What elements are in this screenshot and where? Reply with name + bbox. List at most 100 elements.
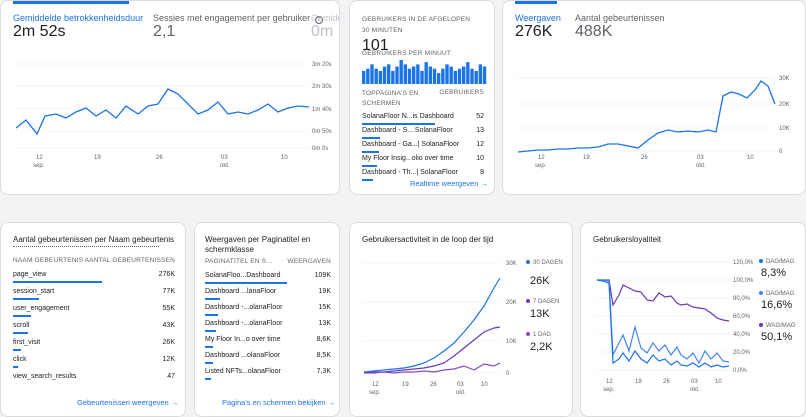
y-tick: 120,0%	[733, 260, 754, 266]
row-label: Dashboard -...olanaFloor	[205, 304, 283, 311]
table-row[interactable]: Dashboard -...olanaFloor 15K	[205, 302, 331, 316]
views-card: Weergaven 276K Aantal gebeurtenissen 488…	[502, 0, 806, 195]
per-minute-bar	[432, 68, 437, 84]
user-activity-title: Gebruikersactiviteit in de loop der tijd	[362, 235, 494, 244]
per-minute-bar	[441, 68, 445, 84]
engagement-card: Gemiddelde betrokkenheidsduur 2m 52s Ses…	[0, 0, 340, 195]
x-sub: okt.	[220, 163, 230, 169]
pages-title: Weergaven per Paginatitel en schermklass…	[205, 235, 311, 254]
tab-event-count[interactable]: Aantal gebeurtenissen	[575, 13, 665, 23]
table-row[interactable]: Listed NFTs...olanaFloor 7,3K	[205, 366, 331, 380]
legend-label: 30 DAGEN	[526, 259, 566, 267]
row-value: 13	[476, 127, 484, 134]
table-row[interactable]: first_visit 26K	[13, 337, 175, 351]
row-label: Dashboard ...olanaFloor	[205, 352, 281, 359]
per-minute-bar	[462, 66, 466, 84]
row-value: 26K	[162, 339, 175, 346]
table-row[interactable]: scroll 43K	[13, 320, 175, 334]
x-tick: 26	[663, 379, 670, 385]
table-row[interactable]: Dashboard - Th...| SolanaFloor 8	[362, 167, 484, 181]
y-tick: 3m 20s	[312, 62, 332, 68]
row-bar	[13, 298, 39, 300]
y-tick: 20K	[506, 300, 517, 306]
table-row[interactable]: view_search_results 47	[13, 371, 175, 385]
x-tick: 19	[402, 382, 409, 388]
tab-sessions-per-user-label: Sessies met engagement per gebruiker	[153, 13, 311, 23]
truncated-value: 0m	[311, 23, 334, 40]
active-tab-indicator	[515, 1, 557, 4]
pages-link[interactable]: Pagina's en schermen bekijken →	[222, 398, 335, 407]
realtime-link[interactable]: Realtime weergeven →	[410, 179, 488, 188]
row-label: click	[13, 356, 27, 363]
x-sub: sep.	[603, 387, 615, 393]
row-label: Listed NFTs...olanaFloor	[205, 368, 281, 375]
table-row[interactable]: My Floor In...o over time 8,6K	[205, 334, 331, 348]
table-row[interactable]: page_view 276K	[13, 269, 175, 283]
legend-text: WAG/MAG	[766, 323, 796, 329]
per-minute-bar	[437, 73, 441, 84]
per-minute-bar	[474, 70, 478, 84]
tab-sessions-per-user[interactable]: Sessies met engagement per gebruiker ?	[153, 13, 323, 24]
per-minute-bar	[424, 62, 428, 84]
legend-dot	[759, 291, 763, 296]
x-tick: 03	[691, 379, 698, 385]
table-row[interactable]: user_engagement 55K	[13, 303, 175, 317]
realtime-title: GEBRUIKERS IN DE AFGELOPEN 30 MINUTEN	[362, 16, 471, 34]
table-row[interactable]: My Floor Insig...olio over time 10	[362, 153, 484, 167]
realtime-link-label: Realtime weergeven	[410, 179, 479, 188]
row-label: user_engagement	[13, 305, 70, 312]
row-bar	[13, 281, 103, 283]
per-minute-bar	[470, 68, 474, 84]
table-row[interactable]: Dashboard - Ga...| SolanaFloor 12	[362, 139, 484, 153]
row-label: Dashboard -...olanaFloor	[205, 320, 283, 327]
views-value: 276K	[515, 23, 553, 40]
per-minute-bar	[445, 64, 449, 84]
table-row[interactable]: session_start 77K	[13, 286, 175, 300]
x-tick: 26	[641, 155, 648, 161]
table-row[interactable]: Dashboard ...olanaFloor 8,5K	[205, 350, 331, 364]
x-tick: 03	[697, 155, 704, 161]
tab-avg-engagement[interactable]: Gemiddelde betrokkenheidsduur	[13, 13, 144, 23]
table-row[interactable]: SolanaFloor N...is Dashboard 52	[362, 111, 484, 125]
row-bar	[205, 330, 217, 332]
row-bar	[13, 366, 18, 368]
help-icon[interactable]: ?	[314, 16, 323, 24]
per-minute-bar	[399, 60, 403, 84]
events-table: page_view 276K session_start 77K user_enga…	[13, 269, 175, 380]
per-minute-bar	[403, 64, 408, 84]
legend-dot	[759, 259, 763, 264]
x-sub: sep.	[369, 390, 381, 396]
legend-label: 1 DAG	[526, 332, 551, 338]
y-gridlines	[362, 262, 500, 374]
row-bar	[362, 137, 381, 139]
tab-truncated[interactable]: Gemidde	[311, 13, 339, 23]
y-tick: 80,0%	[733, 296, 751, 302]
legend-value: 2,2K	[530, 341, 553, 353]
row-bar	[205, 314, 218, 316]
row-value: 12K	[162, 356, 175, 363]
row-bar	[13, 315, 31, 317]
x-tick: 19	[635, 379, 642, 385]
table-row[interactable]: Dashboard -...olanaFloor 13K	[205, 318, 331, 332]
series-dag-mag-2	[597, 279, 730, 365]
table-row[interactable]: click 12K	[13, 354, 175, 368]
per-minute-bar	[374, 68, 378, 84]
user-activity-chart: 30K 20K 10K 0 12 sep. 19 26 03 okt. 10	[362, 261, 517, 396]
engagement-line-chart: 3m 20s 2m 30s 1m 40s 0m 50s 0m 0s 12 sep…	[13, 62, 332, 169]
row-label: SolanaFloo...Dashboard	[205, 272, 281, 279]
x-tick: 26	[156, 155, 163, 161]
active-tab-indicator	[13, 1, 129, 4]
y-tick: 1m 40s	[312, 107, 332, 113]
row-bar	[362, 151, 380, 153]
per-minute-bar	[482, 66, 487, 84]
realtime-count: 101	[362, 37, 389, 54]
tab-views[interactable]: Weergaven	[515, 13, 561, 23]
per-minute-bar	[362, 70, 366, 84]
table-row[interactable]: Dashboard - S... SolanaFloor 13	[362, 125, 484, 139]
events-link[interactable]: Gebeurtenissen weergeven →	[77, 398, 178, 407]
per-minute-bars	[362, 60, 487, 84]
x-tick: 12	[36, 155, 43, 161]
table-row[interactable]: Dashboard ...lanaFloor 19K	[205, 286, 331, 300]
table-row[interactable]: SolanaFloo...Dashboard 109K	[205, 270, 331, 284]
legend-label: WAG/MAG	[759, 323, 795, 329]
